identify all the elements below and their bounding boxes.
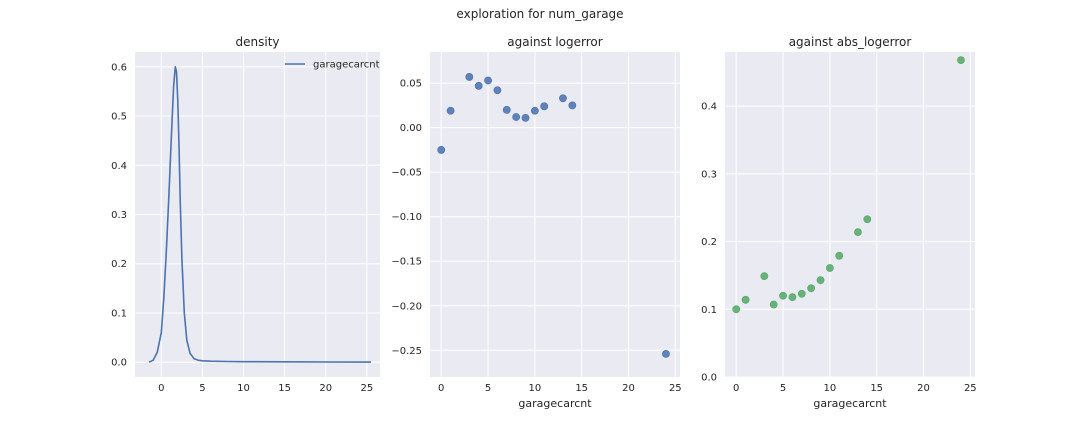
density-xtick-label: 0 (158, 383, 164, 394)
logerror-ytick-label: −0.10 (391, 212, 422, 223)
abs-logerror-ytick-label: 0.4 (701, 102, 717, 113)
density-title: density (236, 35, 280, 49)
abs-logerror-xtick-label: 5 (780, 383, 786, 394)
density-ticks: 0 5 10 15 20 25 0.0 0.1 0.2 0.3 0.4 0.5 0.6 (111, 62, 373, 394)
logerror-data-point (437, 146, 446, 154)
abs-logerror-marks (732, 56, 965, 314)
logerror-panel: 0 5 10 15 20 25 0.05 0.00 −0.05 −0.10 −0.15 −0.20 −0… (391, 35, 681, 410)
logerror-data-point (474, 81, 483, 90)
density-xtick-label: 25 (360, 383, 373, 394)
abs-logerror-ytick-label: 0.3 (701, 169, 717, 180)
logerror-data-point (493, 86, 502, 95)
density-ytick-label: 0.0 (111, 358, 127, 369)
abs-logerror-data-point (863, 215, 872, 224)
logerror-xtick-label: 10 (529, 383, 542, 394)
logerror-marks (437, 73, 670, 358)
abs-logerror-data-point (788, 293, 797, 302)
logerror-xlabel: garagecarcnt (518, 397, 592, 410)
density-marks (148, 66, 372, 363)
abs-logerror-title: against abs_logerror (789, 35, 912, 49)
abs-logerror-data-point (732, 305, 741, 314)
density-ytick-label: 0.5 (111, 112, 127, 123)
series-line-garagecarcnt (148, 66, 372, 363)
logerror-data-point (540, 102, 549, 111)
logerror-data-point (568, 101, 577, 110)
density-ytick-label: 0.4 (111, 161, 127, 172)
logerror-data-point (484, 76, 492, 85)
density-ytick-label: 0.1 (111, 308, 127, 319)
logerror-data-point (530, 106, 539, 115)
logerror-xtick-label: 5 (485, 383, 491, 394)
logerror-grid (430, 52, 680, 377)
density-grid (135, 52, 380, 377)
figure-suptitle: exploration for num_garage (456, 7, 623, 21)
abs-logerror-ytick-label: 0.1 (701, 305, 717, 316)
logerror-axes (430, 52, 680, 377)
logerror-ytick-label: 0.00 (400, 123, 422, 134)
abs-logerror-data-point (741, 295, 750, 304)
abs-logerror-xtick-label: 10 (824, 383, 837, 394)
logerror-data-point (446, 106, 455, 115)
logerror-ticks: 0 5 10 15 20 25 0.05 0.00 −0.05 −0.10 −0.15 −0.20 −0… (391, 79, 681, 394)
logerror-xtick-label: 0 (438, 383, 444, 394)
abs-logerror-data-point (854, 228, 862, 237)
legend-entry-garagecarcnt: garagecarcnt (313, 60, 380, 71)
abs-logerror-xtick-label: 15 (870, 383, 883, 394)
abs-logerror-grid (725, 52, 975, 378)
logerror-ytick-label: 0.05 (400, 79, 422, 90)
abs-logerror-data-point (816, 276, 825, 285)
logerror-data-point (512, 113, 521, 121)
abs-logerror-axes (725, 52, 975, 377)
density-legend: garagecarcnt (285, 60, 380, 71)
abs-logerror-data-point (825, 264, 834, 272)
abs-logerror-data-point (779, 291, 787, 300)
abs-logerror-data-point (807, 284, 816, 293)
abs-logerror-xtick-label: 0 (733, 383, 739, 394)
logerror-data-point (521, 113, 530, 122)
abs-logerror-ticks: 0 5 10 15 20 25 0.0 0.1 0.2 0.3 0.4 (701, 102, 977, 394)
abs-logerror-xlabel: garagecarcnt (813, 397, 887, 410)
logerror-data-point (559, 94, 567, 103)
logerror-data-point (502, 105, 511, 114)
density-xtick-label: 20 (319, 383, 332, 394)
logerror-xtick-label: 15 (575, 383, 588, 394)
density-xtick-label: 5 (199, 383, 205, 394)
abs-logerror-data-point (769, 300, 778, 309)
abs-logerror-xtick-label: 20 (917, 383, 930, 394)
abs-logerror-ytick-label: 0.0 (701, 373, 717, 384)
logerror-data-point (465, 73, 474, 81)
density-xtick-label: 10 (237, 383, 250, 394)
logerror-ytick-label: −0.20 (391, 301, 422, 312)
abs-logerror-data-point (797, 289, 806, 298)
density-xtick-label: 15 (278, 383, 291, 394)
logerror-ytick-label: −0.25 (391, 346, 422, 357)
logerror-xtick-label: 25 (669, 383, 682, 394)
density-ytick-label: 0.3 (111, 210, 127, 221)
logerror-xtick-label: 20 (622, 383, 635, 394)
abs-logerror-xtick-label: 25 (964, 383, 977, 394)
logerror-data-point (662, 349, 670, 358)
logerror-ytick-label: −0.05 (391, 168, 422, 179)
abs-logerror-data-point (957, 56, 965, 65)
abs-logerror-panel: 0 5 10 15 20 25 0.0 0.1 0.2 0.3 0.4 against abs_lo… (701, 35, 977, 410)
density-ytick-label: 0.6 (111, 62, 127, 73)
logerror-title: against logerror (507, 35, 602, 49)
abs-logerror-data-point (760, 272, 769, 281)
abs-logerror-data-point (835, 251, 844, 260)
density-ytick-label: 0.2 (111, 259, 127, 270)
logerror-ytick-label: −0.15 (391, 257, 422, 268)
abs-logerror-ytick-label: 0.2 (701, 237, 717, 248)
density-panel: 0 5 10 15 20 250.00.10.20.30.40.50.6 density … (111, 35, 380, 394)
